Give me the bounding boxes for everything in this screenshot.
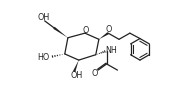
Text: O: O xyxy=(83,26,89,35)
Polygon shape xyxy=(73,60,79,72)
Polygon shape xyxy=(99,32,109,39)
Polygon shape xyxy=(53,27,68,38)
Text: NH: NH xyxy=(105,46,117,55)
Text: HO: HO xyxy=(38,53,50,62)
Text: O: O xyxy=(92,69,98,78)
Text: OH: OH xyxy=(38,13,50,22)
Text: O: O xyxy=(106,25,112,34)
Text: OH: OH xyxy=(70,71,83,80)
